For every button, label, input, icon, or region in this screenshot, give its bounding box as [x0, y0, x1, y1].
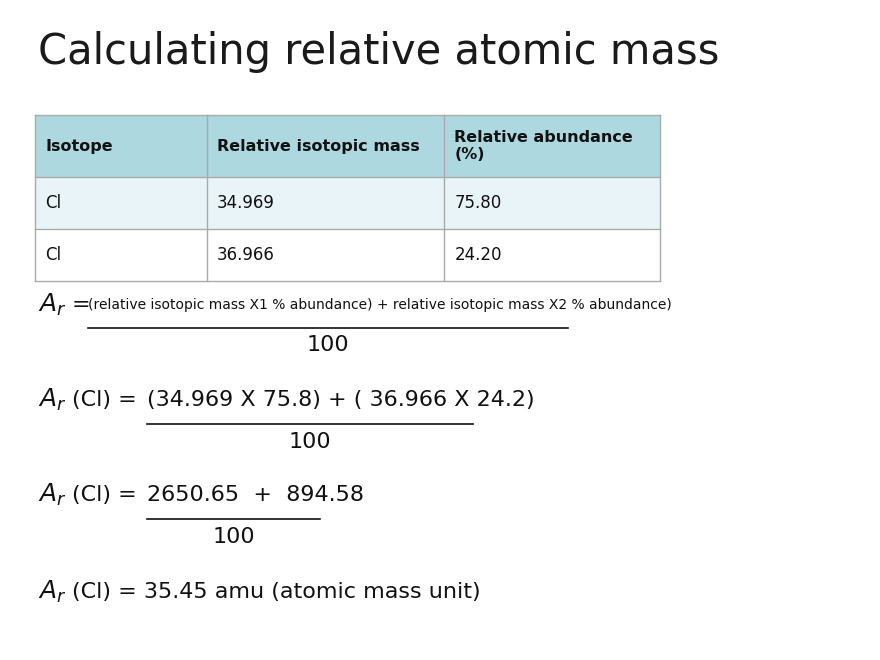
Text: (34.969 X 75.8) + ( 36.966 X 24.2): (34.969 X 75.8) + ( 36.966 X 24.2)	[147, 390, 535, 410]
Text: Cl: Cl	[45, 194, 62, 212]
Text: 100: 100	[212, 527, 254, 547]
Text: $A_r$: $A_r$	[38, 387, 67, 413]
Text: $A_r$: $A_r$	[38, 482, 67, 508]
Text: (Cl) =: (Cl) =	[72, 485, 136, 505]
Text: =: =	[72, 295, 91, 315]
Text: 75.80: 75.80	[454, 194, 502, 212]
Text: 2650.65  +  894.58: 2650.65 + 894.58	[147, 485, 364, 505]
Text: Calculating relative atomic mass: Calculating relative atomic mass	[38, 31, 719, 73]
Text: 100: 100	[289, 432, 332, 452]
Text: 36.966: 36.966	[216, 246, 275, 264]
Text: $A_r$: $A_r$	[38, 292, 67, 318]
Bar	[35, 229, 660, 281]
Bar	[35, 177, 660, 229]
Bar	[35, 115, 660, 177]
Text: Isotope: Isotope	[45, 139, 113, 154]
Text: 34.969: 34.969	[216, 194, 275, 212]
Text: $A_r$: $A_r$	[38, 579, 67, 605]
Text: 100: 100	[307, 335, 349, 355]
Text: (relative isotopic mass X1 % abundance) + relative isotopic mass X2 % abundance): (relative isotopic mass X1 % abundance) …	[88, 298, 671, 312]
Text: 24.20: 24.20	[454, 246, 502, 264]
Text: Relative abundance
(%): Relative abundance (%)	[454, 130, 633, 162]
Text: (Cl) =: (Cl) =	[72, 390, 136, 410]
Text: Cl: Cl	[45, 246, 62, 264]
Text: (Cl) = 35.45 amu (atomic mass unit): (Cl) = 35.45 amu (atomic mass unit)	[72, 582, 480, 602]
Text: Relative isotopic mass: Relative isotopic mass	[216, 139, 420, 154]
